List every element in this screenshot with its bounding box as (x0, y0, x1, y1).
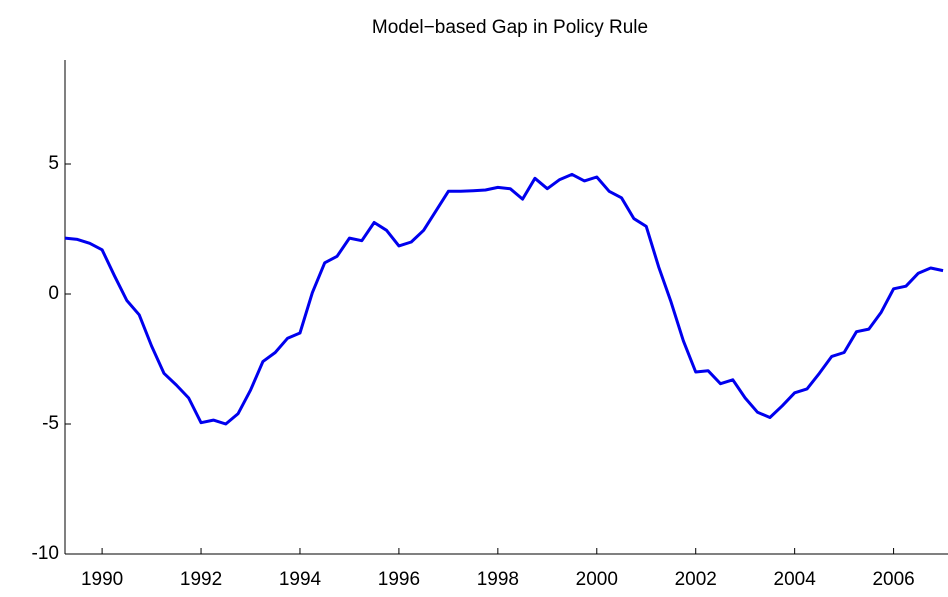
series-line (64, 172, 944, 426)
x-tick-label: 1992 (180, 569, 222, 590)
x-tick-label: 1996 (378, 569, 420, 590)
x-tick-label: 1994 (279, 569, 322, 590)
x-tick-label: 2002 (675, 569, 717, 590)
x-tick-label: 2006 (872, 569, 914, 590)
y-tick-label: 5 (48, 153, 59, 174)
y-tick-label: -10 (32, 543, 59, 564)
y-tick-label: -5 (42, 413, 59, 434)
x-tick-label: 2000 (576, 569, 618, 590)
x-tick-label: 1990 (81, 569, 123, 590)
chart-title: Model−based Gap in Policy Rule (372, 17, 648, 38)
y-tick-label: 0 (48, 283, 59, 304)
x-tick-label: 2004 (774, 569, 817, 590)
x-tick-label: 1998 (477, 569, 519, 590)
